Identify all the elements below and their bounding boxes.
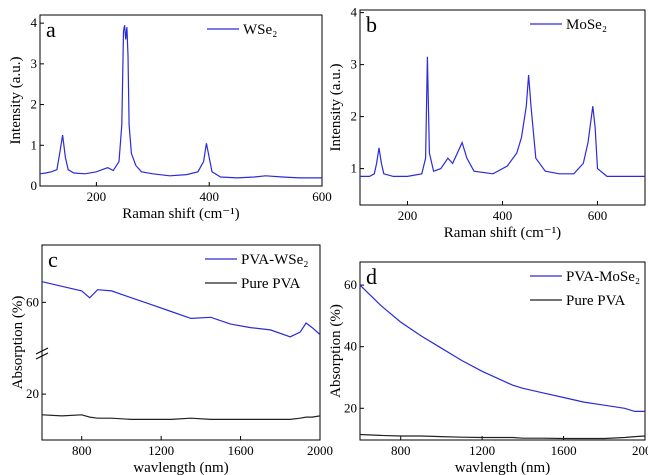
- series-line: [41, 281, 321, 338]
- x-tick-label: 1600: [551, 443, 577, 458]
- x-axis-label: wavlength (nm): [133, 460, 228, 475]
- series-line: [359, 284, 645, 412]
- y-tick-label: 20: [26, 386, 39, 401]
- y-tick-label: 0: [31, 178, 38, 193]
- x-tick-label: 2000: [632, 443, 648, 458]
- y-tick-label: 1: [31, 137, 38, 152]
- series-line: [39, 25, 322, 179]
- plot-frame: [41, 244, 321, 441]
- x-tick-label: 600: [312, 189, 332, 204]
- x-tick-label: 1200: [469, 443, 495, 458]
- y-tick-label: 40: [344, 339, 357, 354]
- y-tick-label: 1: [351, 161, 358, 176]
- panel-label: a: [46, 17, 56, 42]
- legend-label: PVA-WSe₂: [241, 252, 308, 268]
- x-axis-label: Raman shift (cm⁻¹): [444, 225, 561, 241]
- x-tick-label: 200: [87, 189, 107, 204]
- y-tick-label: 20: [344, 400, 357, 415]
- series-line: [360, 56, 645, 177]
- panel-label: c: [48, 247, 58, 272]
- x-tick-label: 1600: [228, 443, 254, 458]
- x-tick-label: 2000: [307, 443, 333, 458]
- y-tick-label: 60: [344, 277, 357, 292]
- y-tick-label: 3: [31, 56, 38, 71]
- x-tick-label: 400: [493, 208, 513, 223]
- y-tick-label: 4: [351, 5, 358, 20]
- y-tick-label: 2: [31, 97, 38, 112]
- legend-label: PVA-MoSe₂: [566, 269, 640, 285]
- y-axis-label: Absorption (%): [328, 304, 344, 398]
- legend-label: MoSe₂: [566, 17, 607, 33]
- x-tick-label: 1200: [148, 443, 174, 458]
- plot-frame: [39, 14, 323, 187]
- y-axis-label: Intensity (a.u.): [328, 64, 344, 152]
- x-tick-label: 600: [588, 208, 608, 223]
- x-axis-label: Raman shift (cm⁻¹): [122, 206, 239, 222]
- legend-label: Pure PVA: [241, 276, 300, 292]
- panel-label: b: [366, 12, 377, 37]
- y-tick-label: 3: [351, 57, 358, 72]
- panel-label: d: [366, 264, 377, 289]
- x-tick-label: 200: [398, 208, 418, 223]
- series-line: [41, 414, 321, 420]
- y-tick-label: 60: [26, 294, 39, 309]
- x-tick-label: 400: [199, 189, 219, 204]
- plot-frame: [359, 9, 646, 206]
- x-tick-label: 800: [391, 443, 411, 458]
- y-axis-label: Intensity (a.u.): [8, 57, 24, 145]
- series-line: [359, 433, 646, 440]
- legend-label: Pure PVA: [566, 293, 625, 309]
- x-tick-label: 800: [72, 443, 92, 458]
- y-axis-label: Absorption (%): [10, 296, 26, 390]
- plot-frame: [359, 261, 646, 441]
- y-tick-label: 2: [351, 109, 358, 124]
- y-tick-label: 4: [31, 15, 38, 30]
- x-axis-label: wavlength (nm): [455, 460, 550, 475]
- legend-label: WSe₂: [243, 22, 277, 38]
